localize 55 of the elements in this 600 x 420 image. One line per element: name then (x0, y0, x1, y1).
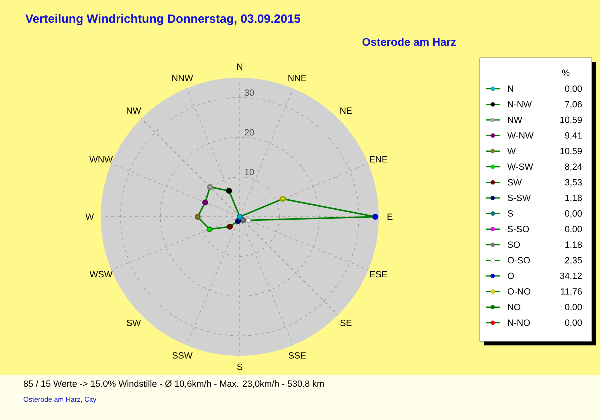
text: S-SW (508, 194, 531, 202)
text: N-NW (508, 101, 532, 108)
text: 0,00 (565, 210, 582, 218)
chart-subtitle: Osterode am Harz (362, 38, 456, 46)
text: 34,12 (560, 272, 582, 280)
text: S (508, 210, 514, 217)
text: % (562, 70, 570, 76)
spoke-label: NNE (288, 75, 307, 82)
text: 3,53 (565, 179, 582, 187)
spoke-label: N (237, 64, 243, 70)
text: 0,00 (565, 304, 582, 312)
spoke-label: NE (340, 108, 352, 114)
text: 11,76 (561, 288, 582, 296)
text: 9,41 (565, 132, 582, 140)
text: 1,18 (566, 194, 582, 202)
spoke-label: W (86, 214, 94, 220)
spoke-label: NNW (172, 75, 194, 82)
text: S-SO (508, 226, 530, 232)
spoke-label: WSW (90, 271, 113, 278)
text: W-SW (508, 164, 534, 170)
text: NW (508, 116, 522, 124)
text: NO (508, 304, 521, 310)
text: N-NO (508, 320, 530, 326)
text: 85 / 15 Werte -> 15.0% Windstille - Ø 10,6km/h - Max. 23,0km/h - 530.8 km (24, 380, 324, 388)
text: 8,24 (565, 164, 582, 172)
text: 10,59 (560, 116, 582, 124)
text: 0,00 (565, 86, 582, 94)
text: W-NW (508, 132, 534, 139)
text: O-NO (508, 288, 531, 295)
y-tick-label: 20 (244, 129, 254, 136)
text: SO (508, 242, 520, 248)
spoke-label: WNW (90, 156, 114, 163)
text: 1,18 (566, 242, 582, 250)
y-tick-label: 30 (244, 90, 254, 96)
spoke-label: ENE (370, 156, 388, 163)
spoke-label: SW (127, 320, 142, 326)
spoke-label: E (388, 214, 393, 220)
spoke-label: SSW (172, 352, 193, 359)
text: O-SO (508, 257, 530, 264)
text: 2,35 (565, 257, 582, 265)
text: 0,00 (565, 320, 582, 328)
text: O (508, 272, 514, 280)
spoke-label: SSE (288, 352, 306, 359)
text: 7,06 (565, 101, 582, 109)
spoke-label: NW (127, 108, 142, 114)
text: 0,00 (565, 226, 582, 234)
y-tick-label: 10 (245, 169, 254, 176)
chart-title: Verteilung Windrichtung Donnerstag, 03.09.2015 (26, 14, 300, 26)
text: W (508, 148, 516, 154)
text: N (508, 86, 514, 92)
spoke-label: ESE (370, 271, 388, 278)
text: SW (508, 179, 522, 186)
spoke-label: SE (340, 320, 352, 326)
spoke-label: S (237, 364, 243, 370)
text: 10,59 (560, 148, 582, 156)
